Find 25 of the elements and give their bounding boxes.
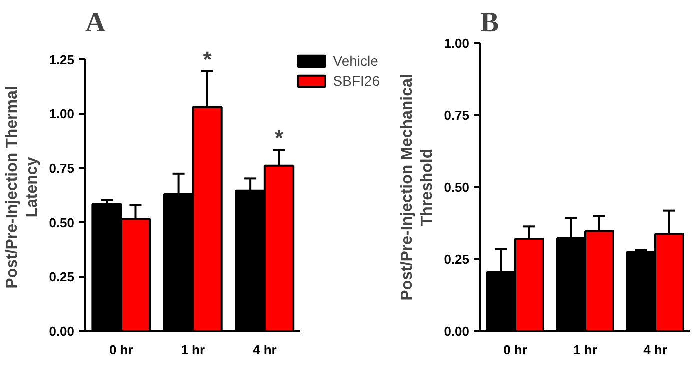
x-tick-label: 4 hr [644,342,668,358]
y-tick-label: 0.75 [444,108,470,123]
y-tick-label: 0.00 [49,324,75,339]
y-axis-title: Post/Pre-Injection Mechanical Threshold [398,74,436,301]
chart-title: B [480,8,500,38]
y-tick-label: 1.25 [49,52,75,68]
y-tick-label: 0.25 [49,270,75,285]
chart-title: A [86,8,106,38]
y-tick-label: 0.75 [49,160,75,176]
x-tick-label: 0 hr [504,342,528,358]
y-tick-label: 0.25 [444,252,470,267]
y-tick-label: 1.00 [444,36,470,51]
y-axis-title: Post/Pre-Injection Thermal Latency [4,86,42,289]
legend-label: Vehicle [333,53,378,69]
y-tick-label: 0.50 [444,180,470,195]
annotation: * [203,46,212,72]
x-tick-label: 0 hr [109,342,134,358]
legend-label: SBFI26 [333,73,380,89]
x-tick-label: 1 hr [574,342,598,358]
x-tick-label: 4 hr [252,342,277,358]
x-tick-label: 1 hr [181,342,206,358]
y-tick-label: 0.00 [444,324,470,339]
y-tick-label: 1.00 [49,106,75,122]
y-tick-label: 0.50 [49,215,75,230]
annotation: * [274,126,284,151]
